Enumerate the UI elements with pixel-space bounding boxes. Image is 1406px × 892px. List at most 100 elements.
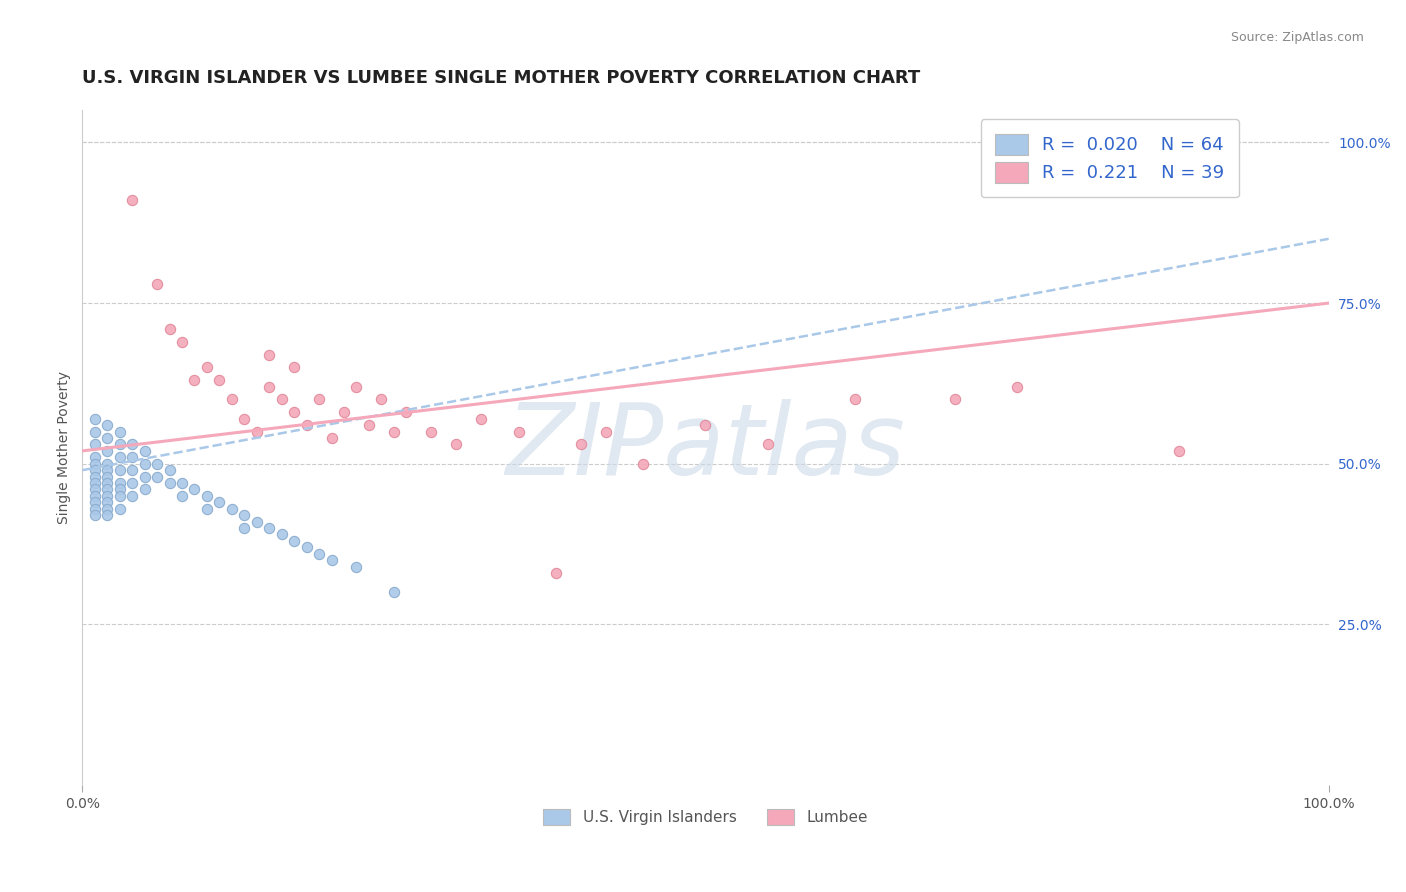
Point [444,437,467,451]
Text: ZIPatlas: ZIPatlas [506,400,905,496]
Point [370,392,392,407]
Point [83,489,105,503]
Point [121,489,143,503]
Point [233,508,256,523]
Point [146,277,169,291]
Point [159,463,181,477]
Point [208,495,231,509]
Point [159,476,181,491]
Point [170,334,193,349]
Point [756,437,779,451]
Point [96,476,118,491]
Point [108,489,131,503]
Point [96,444,118,458]
Point [83,457,105,471]
Point [283,405,305,419]
Point [844,392,866,407]
Point [544,566,567,580]
Point [83,450,105,465]
Point [83,411,105,425]
Point [257,379,280,393]
Point [83,469,105,483]
Point [221,392,243,407]
Point [420,425,443,439]
Point [96,501,118,516]
Point [108,476,131,491]
Legend: U.S. Virgin Islanders, Lumbee: U.S. Virgin Islanders, Lumbee [537,803,875,831]
Point [270,527,292,541]
Point [121,437,143,451]
Point [96,431,118,445]
Point [283,533,305,548]
Point [308,547,330,561]
Point [134,444,156,458]
Point [134,483,156,497]
Point [83,476,105,491]
Point [108,450,131,465]
Point [595,425,617,439]
Point [159,322,181,336]
Point [321,431,343,445]
Y-axis label: Single Mother Poverty: Single Mother Poverty [58,371,72,524]
Point [257,521,280,535]
Point [308,392,330,407]
Point [283,360,305,375]
Point [170,476,193,491]
Point [257,347,280,361]
Point [321,553,343,567]
Point [83,501,105,516]
Point [357,418,380,433]
Point [183,373,205,387]
Point [83,495,105,509]
Point [270,392,292,407]
Point [695,418,717,433]
Point [96,489,118,503]
Point [83,463,105,477]
Point [134,469,156,483]
Point [246,515,269,529]
Point [508,425,530,439]
Point [195,489,218,503]
Point [108,425,131,439]
Point [121,450,143,465]
Point [470,411,492,425]
Point [96,483,118,497]
Text: Source: ZipAtlas.com: Source: ZipAtlas.com [1230,31,1364,45]
Point [96,508,118,523]
Point [346,559,368,574]
Point [221,501,243,516]
Point [146,469,169,483]
Point [295,541,318,555]
Point [83,425,105,439]
Point [108,463,131,477]
Point [108,483,131,497]
Point [96,469,118,483]
Point [96,495,118,509]
Point [208,373,231,387]
Point [146,457,169,471]
Point [121,463,143,477]
Point [108,501,131,516]
Point [195,360,218,375]
Point [395,405,418,419]
Point [83,508,105,523]
Point [246,425,269,439]
Text: U.S. VIRGIN ISLANDER VS LUMBEE SINGLE MOTHER POVERTY CORRELATION CHART: U.S. VIRGIN ISLANDER VS LUMBEE SINGLE MO… [83,69,921,87]
Point [382,425,405,439]
Point [943,392,966,407]
Point [183,483,205,497]
Point [631,457,654,471]
Point [96,418,118,433]
Point [108,437,131,451]
Point [195,501,218,516]
Point [83,437,105,451]
Point [121,194,143,208]
Point [382,585,405,599]
Point [83,483,105,497]
Point [233,411,256,425]
Point [233,521,256,535]
Point [134,457,156,471]
Point [1168,444,1191,458]
Point [96,463,118,477]
Point [569,437,592,451]
